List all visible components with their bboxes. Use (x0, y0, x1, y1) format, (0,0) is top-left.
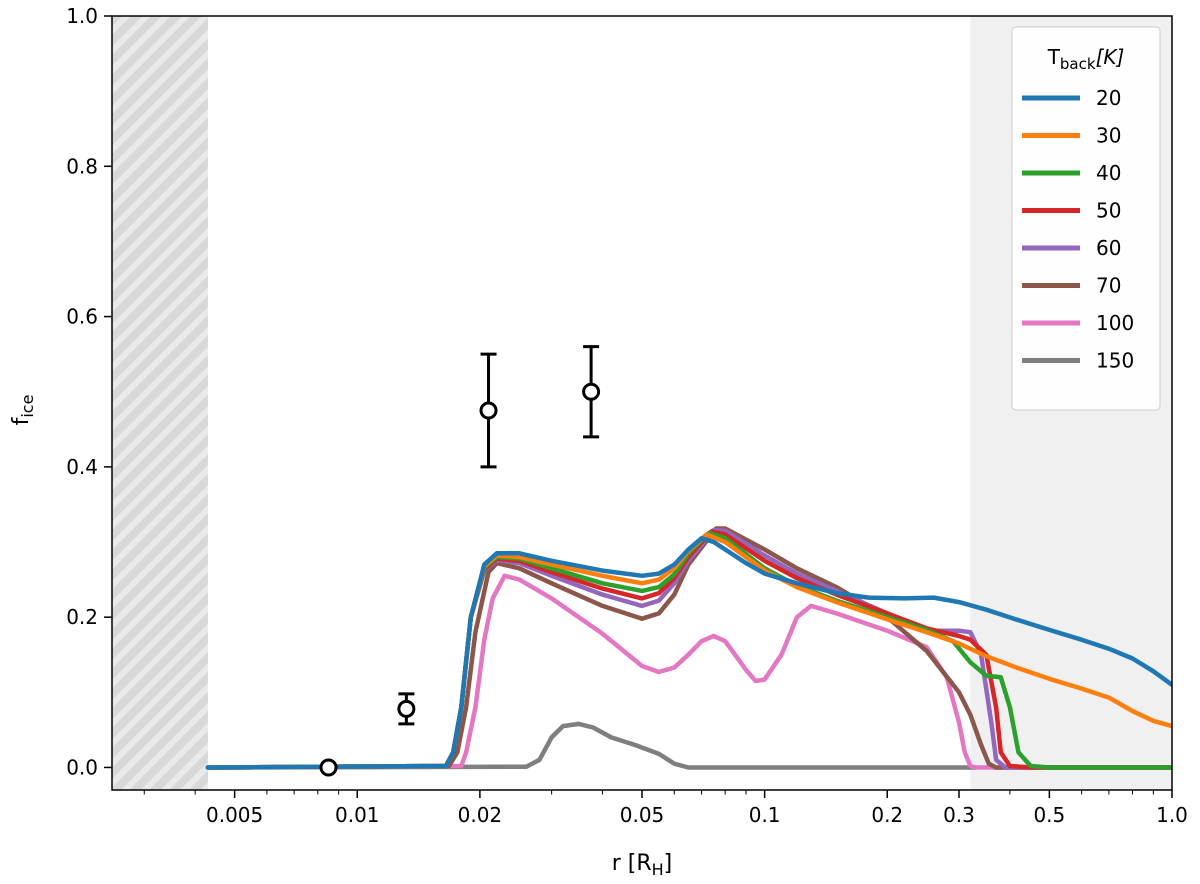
x-axis-title: r [RH] (612, 851, 673, 879)
x-tick-label: 0.1 (749, 803, 781, 827)
x-tick-label: 0.02 (458, 803, 503, 827)
y-tick-label: 0.4 (66, 455, 98, 479)
y-axis-title: fice (9, 395, 37, 426)
y-tick-label: 0.2 (66, 605, 98, 629)
legend-title: Tback[K] (1047, 45, 1125, 73)
legend-label-50: 50 (1096, 199, 1121, 223)
legend-label-30: 30 (1096, 124, 1121, 148)
legend-label-70: 70 (1096, 274, 1121, 298)
y-tick-label: 0.8 (66, 154, 98, 178)
series-lines (205, 526, 1172, 770)
x-tick-label: 0.005 (206, 803, 263, 827)
legend-entries: 20 30 40 50 60 70 100 150 (1022, 86, 1134, 373)
legend-label-60: 60 (1096, 236, 1121, 260)
observation-marker (582, 382, 601, 401)
y-tick-label: 0.0 (66, 755, 98, 779)
observation-points (319, 345, 601, 777)
legend-label-100: 100 (1096, 311, 1134, 335)
x-tick-label: 0.3 (943, 803, 975, 827)
legend: Tback[K] 20 30 40 50 60 70 100 150 (1011, 26, 1161, 411)
legend-label-20: 20 (1096, 86, 1121, 110)
y-tick-label: 0.6 (66, 305, 98, 329)
y-tick-label: 1.0 (66, 4, 98, 28)
observation-marker (397, 699, 416, 718)
legend-label-40: 40 (1096, 161, 1121, 185)
x-tick-label: 0.5 (1033, 803, 1065, 827)
x-tick-label: 0.01 (335, 803, 380, 827)
series-line-150 (205, 721, 979, 770)
y-axis-ticks: 0.0 0.2 0.4 0.6 0.8 1.0 (66, 4, 112, 779)
series-line-20 (205, 536, 1172, 770)
legend-label-150: 150 (1096, 349, 1134, 373)
x-tick-label: 0.2 (871, 803, 903, 827)
observation-marker (319, 758, 338, 777)
observation-marker (479, 401, 498, 420)
legend-box (1011, 26, 1161, 411)
x-tick-label: 0.05 (620, 803, 665, 827)
x-axis-ticks: 0.005 0.01 0.02 0.05 0.1 0.2 0.3 0.5 1.0 (143, 790, 1188, 827)
hatched-excluded-region (112, 16, 208, 790)
x-tick-label: 1.0 (1156, 803, 1188, 827)
